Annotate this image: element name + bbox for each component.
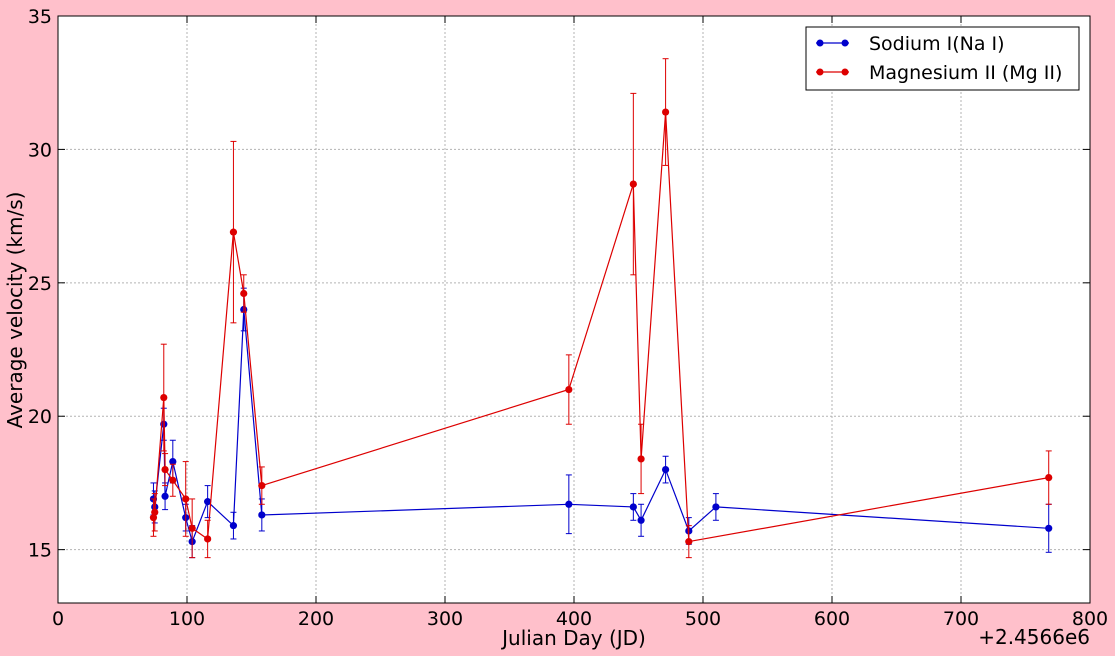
data-point — [1045, 473, 1053, 482]
legend-marker-sodium — [816, 39, 824, 47]
data-point — [712, 503, 720, 511]
data-point — [204, 535, 212, 543]
data-point — [1045, 524, 1053, 532]
series-1 — [149, 58, 1053, 559]
data-point — [151, 508, 159, 516]
data-point — [161, 465, 169, 474]
legend: Sodium I(Na I) Magnesium II (Mg II) — [805, 26, 1080, 91]
x-axis-label: Julian Day (JD) — [500, 626, 646, 650]
data-point — [685, 538, 693, 546]
data-point — [637, 455, 645, 463]
data-point — [161, 492, 169, 500]
data-point — [637, 516, 645, 524]
legend-box — [805, 26, 1080, 91]
x-axis-offset-label: +2.4566e6 — [978, 625, 1090, 649]
data-point — [629, 180, 637, 188]
x-tick-label: 500 — [685, 608, 721, 630]
axis-ticks: 0 100 200 300 400 500 600 700 800 15 20 25 30 35 — [28, 6, 1108, 630]
x-tick-label: 600 — [814, 608, 850, 630]
x-tick-label: 700 — [943, 608, 979, 630]
data-point — [229, 522, 238, 530]
legend-label-magnesium: Magnesium II (Mg II) — [869, 62, 1062, 84]
data-point — [229, 228, 238, 236]
y-tick-label: 35 — [28, 6, 52, 28]
data-point — [182, 495, 190, 503]
data-point — [169, 457, 177, 466]
y-tick-label: 15 — [28, 540, 52, 562]
legend-marker-magnesium — [816, 68, 824, 76]
series-layer — [149, 58, 1053, 559]
data-point — [204, 498, 212, 506]
legend-marker-sodium — [841, 39, 849, 47]
y-tick-label: 20 — [28, 406, 52, 428]
data-point — [565, 500, 573, 508]
data-point — [258, 482, 266, 490]
data-point — [240, 289, 248, 298]
data-point — [661, 108, 670, 116]
data-point — [169, 476, 177, 484]
legend-label-sodium: Sodium I(Na I) — [869, 33, 1005, 55]
data-point — [629, 503, 637, 511]
x-tick-label: 200 — [298, 608, 334, 630]
x-tick-label: 400 — [556, 608, 592, 630]
legend-marker-magnesium — [841, 68, 849, 76]
y-tick-label: 30 — [28, 139, 52, 161]
x-tick-label: 300 — [427, 608, 463, 630]
y-tick-label: 25 — [28, 273, 52, 295]
data-point — [160, 393, 168, 402]
y-axis-label: Average velocity (km/s) — [3, 192, 27, 429]
data-point — [565, 385, 573, 394]
data-point — [258, 511, 266, 519]
data-point — [661, 465, 670, 474]
x-tick-label: 100 — [169, 608, 205, 630]
x-tick-label: 800 — [1072, 608, 1108, 630]
data-point — [188, 524, 196, 532]
x-tick-label: 0 — [52, 608, 64, 630]
grid — [58, 16, 1090, 603]
